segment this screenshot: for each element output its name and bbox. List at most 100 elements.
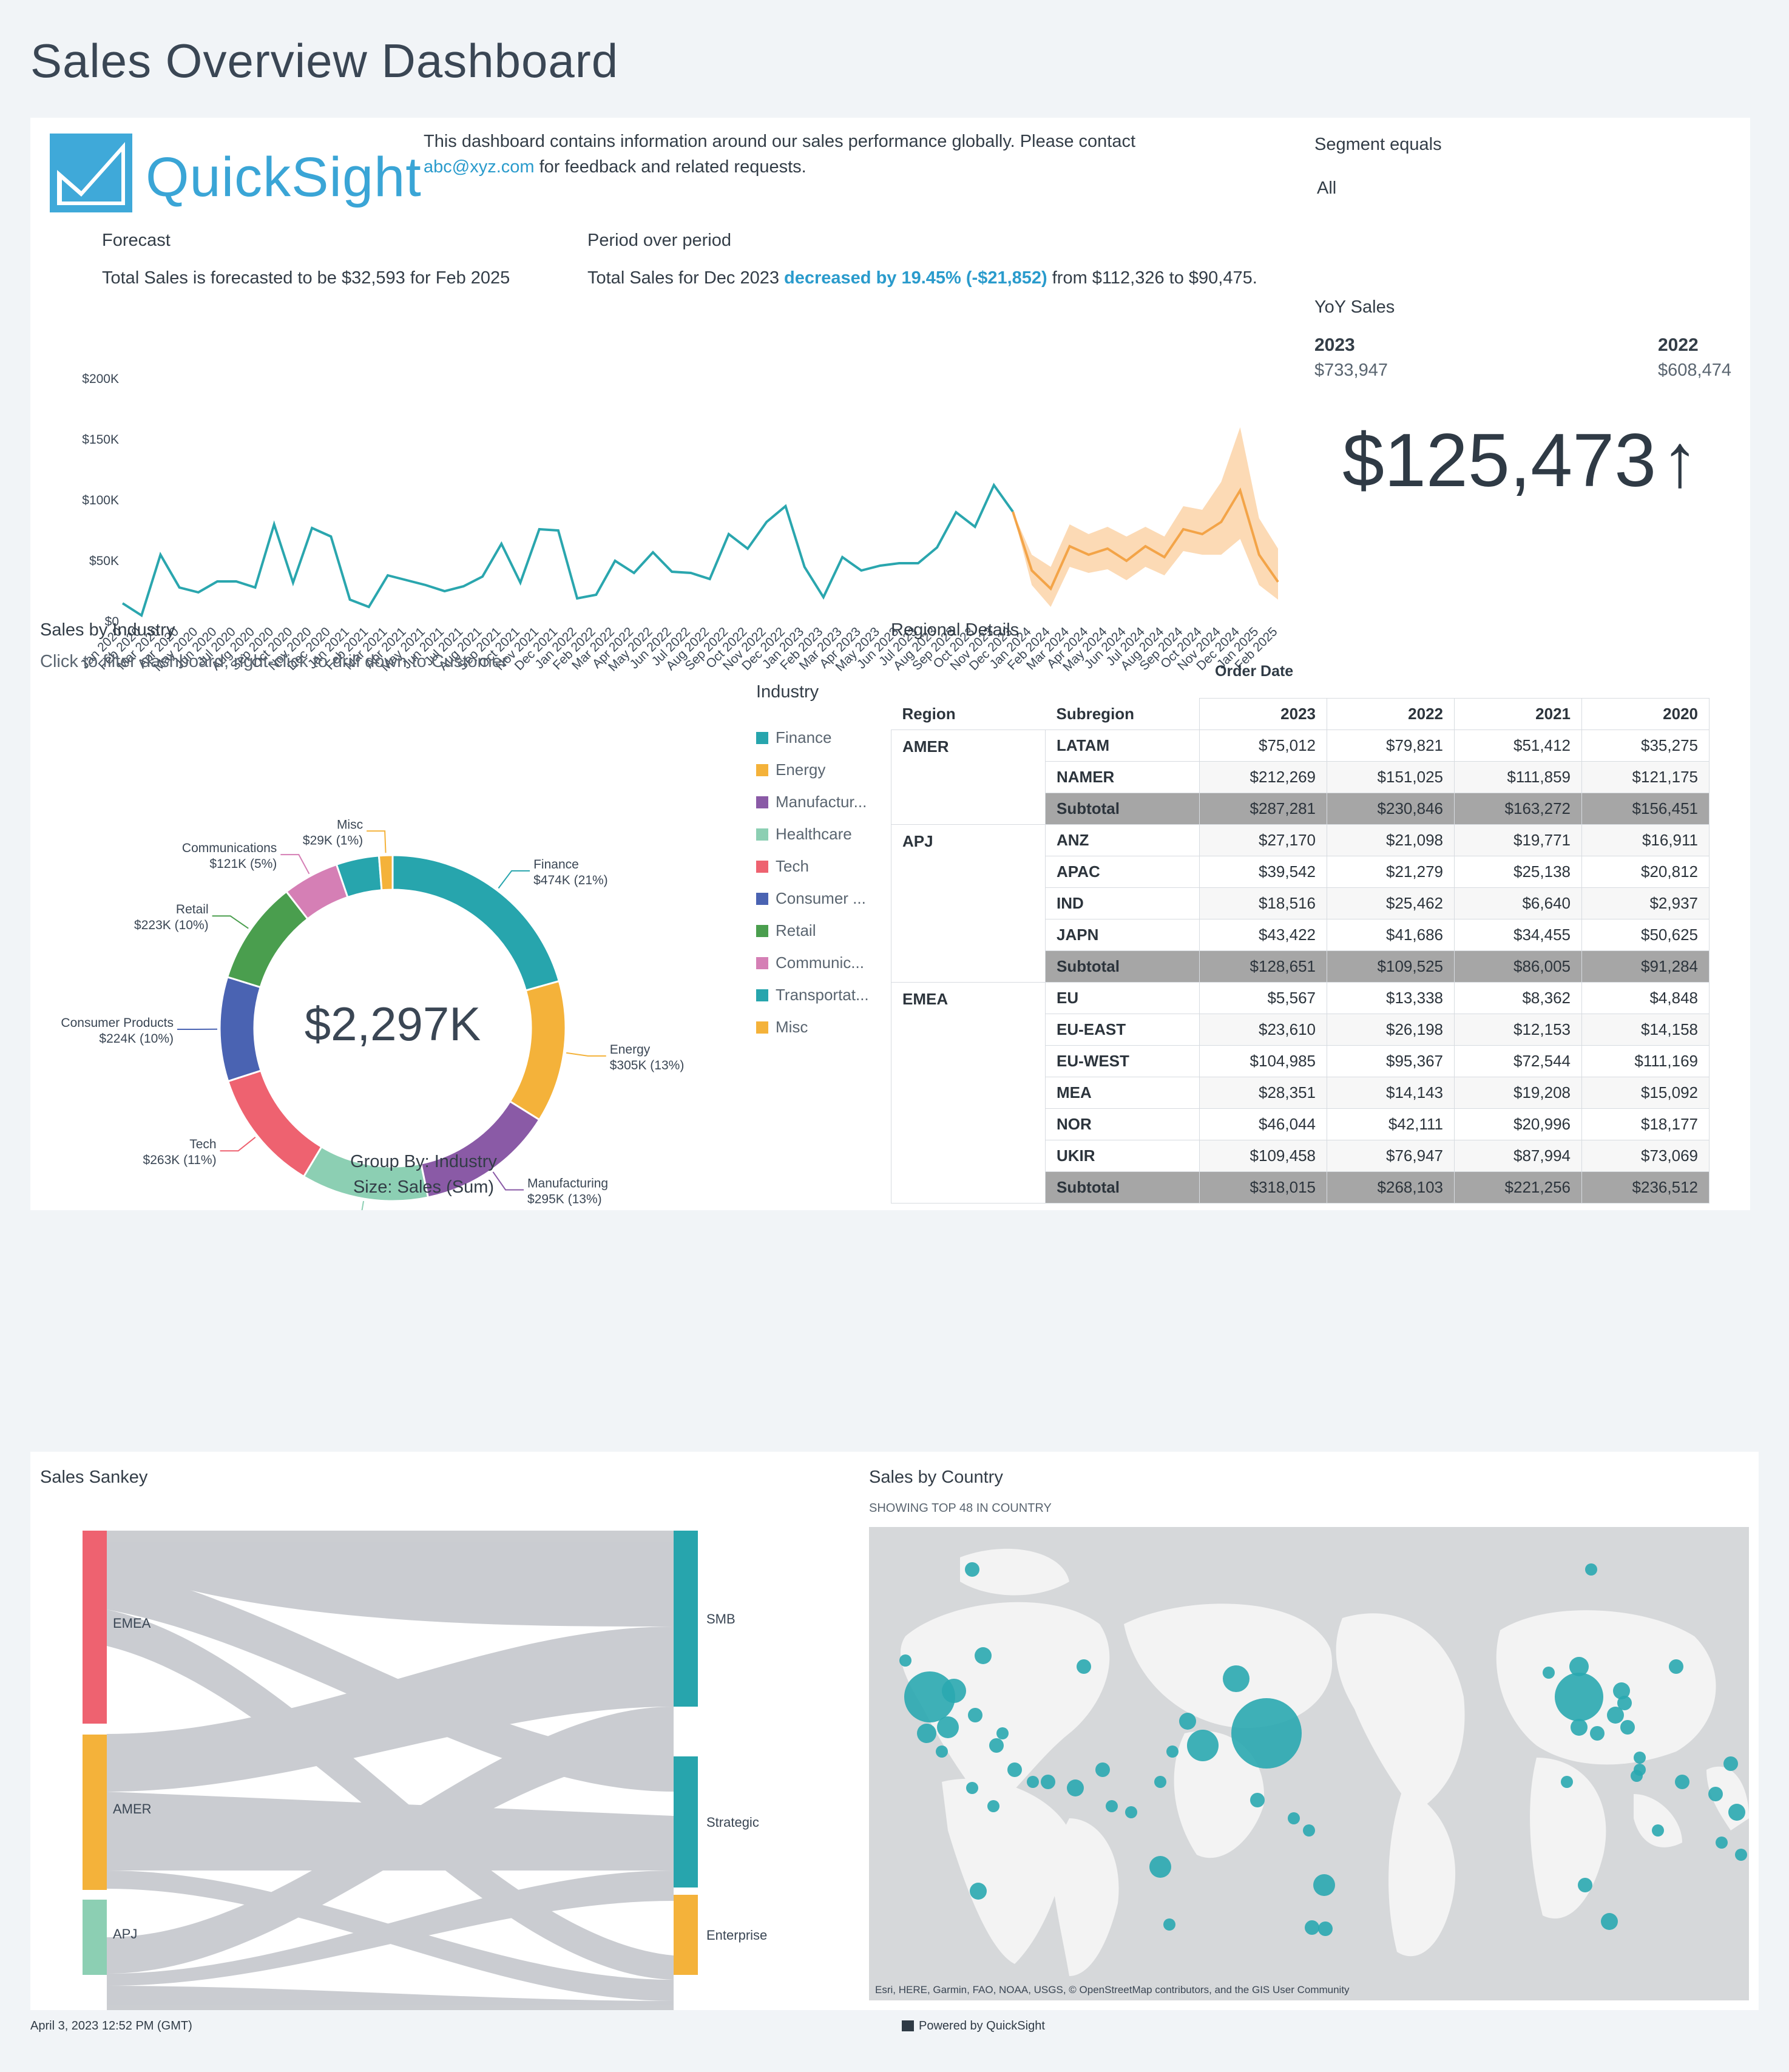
sales-cell[interactable]: $28,351 (1199, 1077, 1327, 1109)
sales-cell[interactable]: $212,269 (1199, 761, 1327, 793)
sankey-node-apj[interactable] (83, 1900, 107, 1975)
country-bubble[interactable] (942, 1679, 966, 1703)
sales-cell[interactable]: $163,272 (1454, 793, 1582, 825)
legend-item[interactable]: Communic... (756, 953, 864, 972)
country-bubble[interactable] (1601, 1913, 1618, 1930)
sales-cell[interactable]: $15,092 (1581, 1077, 1710, 1109)
sales-cell[interactable]: $268,103 (1327, 1171, 1455, 1204)
sales-cell[interactable]: $86,005 (1454, 950, 1582, 983)
sankey-node-amer[interactable] (83, 1735, 107, 1890)
donut-slice-consumer-products[interactable] (218, 975, 262, 1083)
sales-cell[interactable]: $42,111 (1327, 1108, 1455, 1140)
sales-cell[interactable]: $46,044 (1199, 1108, 1327, 1140)
subregion-cell[interactable]: EU (1045, 982, 1200, 1014)
sales-cell[interactable]: $8,362 (1454, 982, 1582, 1014)
sales-cell[interactable]: $43,422 (1199, 919, 1327, 951)
country-bubble[interactable] (1305, 1920, 1319, 1935)
country-bubble[interactable] (989, 1738, 1004, 1753)
table-row[interactable]: EMEA EU $5,567 $13,338 $8,362 $4,848 (891, 982, 1710, 1204)
country-bubble[interactable] (1728, 1804, 1745, 1821)
country-bubble[interactable] (1231, 1698, 1302, 1769)
table-row[interactable]: NAMER $212,269 $151,025 $111,859 $121,175 (891, 761, 1710, 793)
country-bubble[interactable] (1223, 1665, 1250, 1692)
sales-cell[interactable]: $109,458 (1199, 1140, 1327, 1172)
sales-cell[interactable]: $4,848 (1581, 982, 1710, 1014)
sales-cell[interactable]: $20,996 (1454, 1108, 1582, 1140)
sales-cell[interactable]: $87,994 (1454, 1140, 1582, 1172)
country-bubble[interactable] (1571, 1719, 1588, 1736)
subtotal-cell[interactable]: Subtotal (1045, 1171, 1200, 1204)
sales-cell[interactable]: $12,153 (1454, 1014, 1582, 1046)
subregion-cell[interactable]: IND (1045, 887, 1200, 919)
sales-cell[interactable]: $27,170 (1199, 824, 1327, 856)
table-row[interactable]: JAPN $43,422 $41,686 $34,455 $50,625 (891, 919, 1710, 951)
sales-cell[interactable]: $16,911 (1581, 824, 1710, 856)
col-subregion[interactable]: Subregion (1056, 704, 1135, 723)
country-bubble[interactable] (1007, 1762, 1022, 1777)
col-region[interactable]: Region (902, 704, 956, 723)
donut-slice-tech[interactable] (226, 1069, 323, 1178)
country-bubble[interactable] (1620, 1720, 1635, 1735)
sales-cell[interactable]: $128,651 (1199, 950, 1327, 983)
sales-cell[interactable]: $104,985 (1199, 1045, 1327, 1077)
sales-cell[interactable]: $18,516 (1199, 887, 1327, 919)
subregion-cell[interactable]: LATAM (1045, 730, 1200, 762)
subtotal-cell[interactable]: Subtotal (1045, 793, 1200, 825)
legend-item[interactable]: Transportat... (756, 986, 869, 1004)
country-bubble[interactable] (937, 1716, 959, 1738)
sales-cell[interactable]: $109,525 (1327, 950, 1455, 983)
country-bubble[interactable] (1617, 1696, 1632, 1710)
col-year[interactable]: 2022 (1327, 698, 1455, 730)
sales-cell[interactable]: $23,610 (1199, 1014, 1327, 1046)
table-row[interactable]: EU-EAST $23,610 $26,198 $12,153 $14,158 (891, 1014, 1710, 1046)
country-bubble[interactable] (1652, 1824, 1664, 1837)
segment-filter-value[interactable]: All (1317, 178, 1337, 198)
sankey-node-emea[interactable] (83, 1531, 107, 1724)
subregion-cell[interactable]: APAC (1045, 856, 1200, 888)
country-bubble[interactable] (1735, 1849, 1747, 1861)
sales-cell[interactable]: $14,143 (1327, 1077, 1455, 1109)
country-bubble[interactable] (1318, 1921, 1333, 1936)
sales-cell[interactable]: $13,338 (1327, 982, 1455, 1014)
country-bubble[interactable] (1313, 1874, 1335, 1896)
country-bubble[interactable] (1077, 1659, 1091, 1674)
sales-cell[interactable]: $18,177 (1581, 1108, 1710, 1140)
table-row[interactable]: APAC $39,542 $21,279 $25,138 $20,812 (891, 856, 1710, 888)
legend-item[interactable]: Misc (756, 1018, 808, 1037)
subregion-cell[interactable]: MEA (1045, 1077, 1200, 1109)
country-bubble[interactable] (1578, 1878, 1592, 1892)
sales-cell[interactable]: $151,025 (1327, 761, 1455, 793)
table-row[interactable]: IND $18,516 $25,462 $6,640 $2,937 (891, 887, 1710, 919)
legend-item[interactable]: Healthcare (756, 825, 852, 844)
sales-cell[interactable]: $2,937 (1581, 887, 1710, 919)
sales-cell[interactable]: $75,012 (1199, 730, 1327, 762)
sales-cell[interactable]: $111,169 (1581, 1045, 1710, 1077)
subregion-cell[interactable]: EU-EAST (1045, 1014, 1200, 1046)
sales-cell[interactable]: $19,208 (1454, 1077, 1582, 1109)
col-year[interactable]: 2023 (1199, 698, 1327, 730)
sales-cell[interactable]: $6,640 (1454, 887, 1582, 919)
country-bubble[interactable] (1634, 1752, 1646, 1764)
region-cell[interactable]: AMER (891, 730, 1046, 825)
sales-cell[interactable]: $26,198 (1327, 1014, 1455, 1046)
country-bubble[interactable] (1154, 1776, 1166, 1788)
country-bubble[interactable] (968, 1708, 982, 1722)
country-bubble[interactable] (1303, 1824, 1315, 1837)
country-bubble[interactable] (1166, 1745, 1179, 1758)
table-row[interactable]: Subtotal $287,281 $230,846 $163,272 $156,451 (891, 793, 1710, 825)
country-bubble[interactable] (1585, 1563, 1597, 1576)
country-bubble[interactable] (1716, 1837, 1728, 1849)
subregion-cell[interactable]: NOR (1045, 1108, 1200, 1140)
donut-slice-energy[interactable] (509, 980, 567, 1122)
country-bubble[interactable] (1634, 1764, 1646, 1776)
table-row[interactable]: APJ ANZ $27,170 $21,098 $19,771 $16,911 (891, 824, 1710, 983)
country-bubble[interactable] (1561, 1776, 1573, 1788)
sales-cell[interactable]: $156,451 (1581, 793, 1710, 825)
country-bubble[interactable] (1288, 1812, 1300, 1824)
subregion-cell[interactable]: JAPN (1045, 919, 1200, 951)
sales-cell[interactable]: $21,279 (1327, 856, 1455, 888)
sales-cell[interactable]: $25,138 (1454, 856, 1582, 888)
country-bubble[interactable] (1179, 1713, 1196, 1730)
country-bubble[interactable] (1095, 1762, 1110, 1777)
